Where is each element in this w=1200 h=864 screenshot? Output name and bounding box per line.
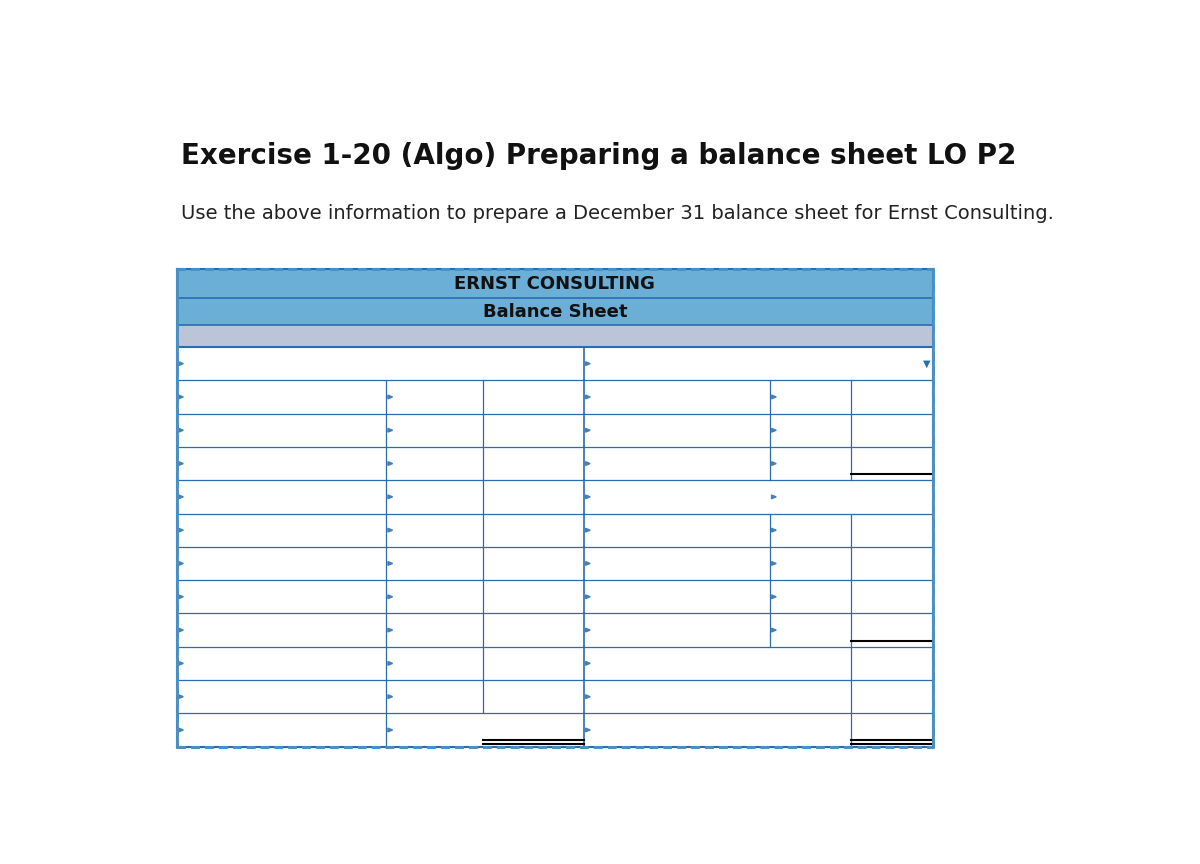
Text: Exercise 1-20 (Algo) Preparing a balance sheet LO P2: Exercise 1-20 (Algo) Preparing a balance… — [181, 143, 1016, 170]
Polygon shape — [772, 628, 776, 632]
Polygon shape — [586, 395, 590, 399]
Polygon shape — [586, 429, 590, 432]
Polygon shape — [179, 628, 184, 632]
Polygon shape — [586, 495, 590, 499]
Polygon shape — [179, 695, 184, 698]
Polygon shape — [586, 628, 590, 632]
Polygon shape — [388, 528, 392, 532]
Polygon shape — [179, 395, 184, 399]
Polygon shape — [772, 429, 776, 432]
Polygon shape — [179, 528, 184, 532]
Text: ERNST CONSULTING: ERNST CONSULTING — [455, 275, 655, 293]
Polygon shape — [388, 495, 392, 499]
Polygon shape — [179, 662, 184, 665]
Polygon shape — [388, 628, 392, 632]
Polygon shape — [586, 562, 590, 565]
Text: ▼: ▼ — [923, 359, 930, 369]
Bar — [178, 326, 932, 347]
Bar — [178, 270, 932, 298]
Polygon shape — [772, 461, 776, 466]
Polygon shape — [586, 528, 590, 532]
Polygon shape — [586, 728, 590, 732]
Polygon shape — [586, 461, 590, 466]
Polygon shape — [388, 395, 392, 399]
Polygon shape — [388, 662, 392, 665]
Polygon shape — [179, 728, 184, 732]
Polygon shape — [586, 695, 590, 698]
Polygon shape — [388, 595, 392, 599]
Polygon shape — [388, 461, 392, 466]
Polygon shape — [772, 528, 776, 532]
Polygon shape — [179, 362, 184, 365]
Polygon shape — [179, 429, 184, 432]
Bar — [178, 298, 932, 326]
Polygon shape — [388, 695, 392, 698]
Polygon shape — [586, 595, 590, 599]
Polygon shape — [772, 562, 776, 565]
Polygon shape — [179, 461, 184, 466]
Polygon shape — [586, 362, 590, 365]
Polygon shape — [772, 395, 776, 399]
Polygon shape — [586, 662, 590, 665]
Polygon shape — [388, 562, 392, 565]
Polygon shape — [388, 728, 392, 732]
Text: Use the above information to prepare a December 31 balance sheet for Ernst Consu: Use the above information to prepare a D… — [181, 204, 1054, 223]
Polygon shape — [772, 495, 776, 499]
Polygon shape — [179, 595, 184, 599]
Text: Balance Sheet: Balance Sheet — [482, 303, 628, 321]
Polygon shape — [179, 495, 184, 499]
Polygon shape — [388, 429, 392, 432]
Polygon shape — [179, 562, 184, 565]
Polygon shape — [772, 595, 776, 599]
